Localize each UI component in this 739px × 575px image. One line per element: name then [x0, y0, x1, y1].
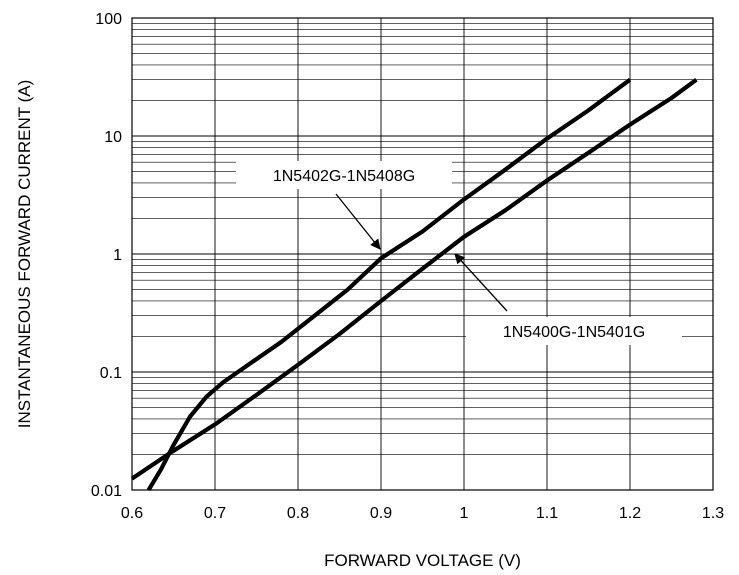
x-tick-labels: 0.6 0.7 0.8 0.9 1 1.1 1.2 1.3	[121, 505, 724, 522]
annotation-arrow	[335, 193, 381, 250]
series-line-2	[130, 78, 698, 481]
x-tick-label: 0.7	[204, 505, 226, 522]
x-tick-label: 0.6	[121, 505, 143, 522]
annotation-label: 1N5400G-1N5401G	[503, 324, 645, 341]
x-tick-label: 0.8	[287, 505, 309, 522]
grid	[131, 18, 714, 491]
series-lines	[130, 78, 698, 492]
plot-frame	[131, 17, 714, 491]
annotation-label: 1N5402G-1N5408G	[273, 168, 415, 185]
x-tick-label: 1.1	[536, 505, 558, 522]
y-tick-label: 0.01	[91, 483, 122, 500]
y-tick-label: 10	[104, 129, 122, 146]
y-tick-label: 1	[113, 247, 122, 264]
annotation-box	[236, 161, 452, 189]
x-tick-label: 1.2	[619, 505, 641, 522]
x-tick-label: 1	[460, 505, 469, 522]
series-line-1	[146, 78, 632, 492]
annotation-arrow	[454, 253, 508, 312]
x-tick-label: 0.9	[370, 505, 392, 522]
y-tick-label: 0.1	[100, 365, 122, 382]
annotation-box	[466, 317, 682, 345]
x-axis-label: FORWARD VOLTAGE (V)	[324, 551, 521, 570]
y-tick-labels: 0.01 0.1 1 10 100	[91, 11, 122, 500]
annotations: 1N5402G-1N5408G 1N5400G-1N5401G	[236, 161, 682, 345]
y-tick-label: 100	[95, 11, 122, 28]
x-tick-label: 1.3	[702, 505, 724, 522]
y-axis-label: INSTANTANEOUS FORWARD CURRENT (A)	[15, 80, 34, 429]
